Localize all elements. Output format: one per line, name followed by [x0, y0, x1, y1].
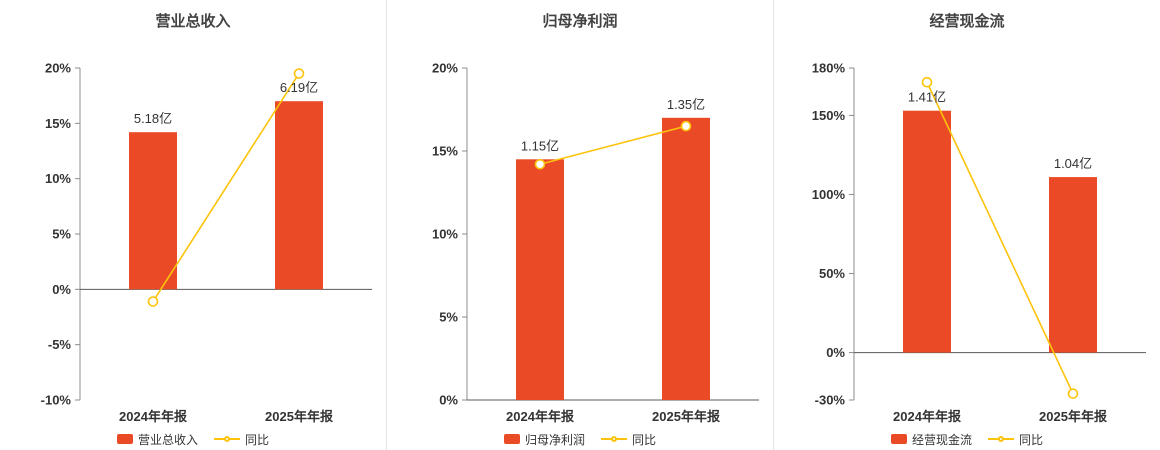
legend-item-cash-flow-bar[interactable]: 经营现金流	[890, 431, 972, 448]
y-axis-tick-label: -30%	[815, 393, 846, 408]
revenue-chart-canvas: -10% -5% 0% 5% 10% 15% 20% 5.18亿 6.19亿 2024年年报 202…	[41, 61, 372, 424]
bar-value-label: 6.19亿	[280, 80, 318, 95]
line-series-label: 同比	[1019, 432, 1044, 447]
bar-series-label: 经营现金流	[911, 432, 972, 447]
bar-series-swatch	[503, 434, 520, 444]
chart-title-revenue: 营业总收入	[155, 13, 231, 30]
panel-operating-cash-flow: 经营现金流 -30% 0% 50% 100% 150% 180% 1.41亿 1.04亿 202…	[773, 0, 1160, 450]
bar-series-label: 营业总收入	[137, 432, 198, 447]
legend-operating-cash-flow: 经营现金流 同比	[890, 430, 1043, 448]
bar-2[interactable]	[275, 101, 323, 290]
y-axis-tick-label: 15%	[432, 144, 458, 159]
legend-item-cash-flow-yoy[interactable]: 同比	[988, 431, 1043, 448]
y-axis-tick-label: 20%	[432, 61, 458, 76]
bar-2[interactable]	[1049, 177, 1097, 353]
bar-series-swatch	[116, 434, 133, 444]
y-axis-tick-label: 150%	[812, 108, 846, 123]
x-category-label: 2024年年报	[506, 409, 575, 424]
line-series-swatch	[601, 433, 627, 445]
bar-series-swatch	[890, 434, 907, 444]
y-axis-tick-label: 0%	[52, 282, 71, 297]
y-axis-tick-label: 10%	[45, 171, 71, 186]
y-axis-tick-label: 100%	[812, 187, 846, 202]
operating-cash-flow-chart-canvas: -30% 0% 50% 100% 150% 180% 1.41亿 1.04亿 2024年年报 20…	[812, 61, 1146, 424]
yoy-line	[539, 125, 687, 166]
y-axis-tick-label: 180%	[812, 61, 846, 76]
net-profit-chart-canvas: 0% 5% 10% 15% 20% 1.15亿 1.35亿 2024年年报 2025年年报	[432, 61, 759, 424]
y-axis-tick-label: 10%	[432, 227, 458, 242]
legend-revenue: 营业总收入 同比	[116, 430, 269, 448]
bar-value-label: 1.15亿	[521, 138, 559, 153]
y-axis-tick-label: 0%	[439, 393, 458, 408]
x-category-label: 2024年年报	[893, 409, 962, 424]
bar-2[interactable]	[662, 117, 710, 401]
bar-value-label: 1.41亿	[908, 90, 946, 105]
yoy-marker-2[interactable]	[293, 68, 305, 79]
y-axis-tick-label: -10%	[41, 393, 72, 408]
chart-title-operating-cash-flow: 经营现金流	[929, 13, 1005, 30]
legend-item-revenue-bar[interactable]: 营业总收入	[116, 431, 198, 448]
yoy-marker-1[interactable]	[921, 76, 933, 88]
line-series-label: 同比	[632, 432, 657, 447]
x-category-label: 2024年年报	[119, 409, 188, 424]
bar-1[interactable]	[516, 159, 564, 400]
legend-item-revenue-yoy[interactable]: 同比	[214, 431, 269, 448]
y-axis-tick-label: 20%	[45, 61, 71, 76]
y-axis-tick-label: 5%	[52, 227, 71, 242]
line-series-marker-icon	[224, 436, 230, 442]
yoy-marker-1[interactable]	[147, 296, 159, 307]
line-series-marker-icon	[998, 436, 1004, 442]
yoy-line	[152, 73, 300, 302]
panel-net-profit: 归母净利润 0% 5% 10% 15% 20% 1.15亿 1.35亿 2024年年报 2025…	[386, 0, 773, 450]
yoy-marker-1[interactable]	[534, 158, 546, 170]
line-series-swatch	[214, 433, 240, 445]
bar-1[interactable]	[903, 110, 951, 353]
yoy-marker-2[interactable]	[1067, 388, 1079, 399]
bar-1[interactable]	[129, 132, 177, 290]
bar-value-label: 1.04亿	[1054, 156, 1092, 171]
yoy-marker-2[interactable]	[680, 120, 692, 132]
y-axis-tick-label: 0%	[826, 345, 845, 360]
bar-value-label: 5.18亿	[134, 111, 172, 126]
bar-series-label: 归母净利润	[524, 432, 585, 447]
chart-title-net-profit: 归母净利润	[542, 13, 618, 30]
y-axis-tick-label: 50%	[819, 266, 845, 281]
line-series-swatch	[988, 433, 1014, 445]
legend-net-profit: 归母净利润 同比	[503, 430, 656, 448]
legend-item-net-profit-bar[interactable]: 归母净利润	[503, 431, 585, 448]
yoy-line	[926, 81, 1074, 395]
y-axis-tick-label: 15%	[45, 116, 71, 131]
bar-value-label: 1.35亿	[667, 97, 705, 112]
legend-item-net-profit-yoy[interactable]: 同比	[601, 431, 656, 448]
x-category-label: 2025年年报	[1039, 409, 1108, 424]
y-axis-tick-label: 5%	[439, 310, 458, 325]
line-series-marker-icon	[611, 436, 617, 442]
x-category-label: 2025年年报	[265, 409, 334, 424]
x-category-label: 2025年年报	[652, 409, 721, 424]
y-axis-tick-label: -5%	[48, 337, 72, 352]
line-series-label: 同比	[245, 432, 270, 447]
panel-revenue: 营业总收入 -10% -5% 0% 5% 10% 15% 20% 5.18亿 6.19亿 2024…	[0, 0, 386, 450]
